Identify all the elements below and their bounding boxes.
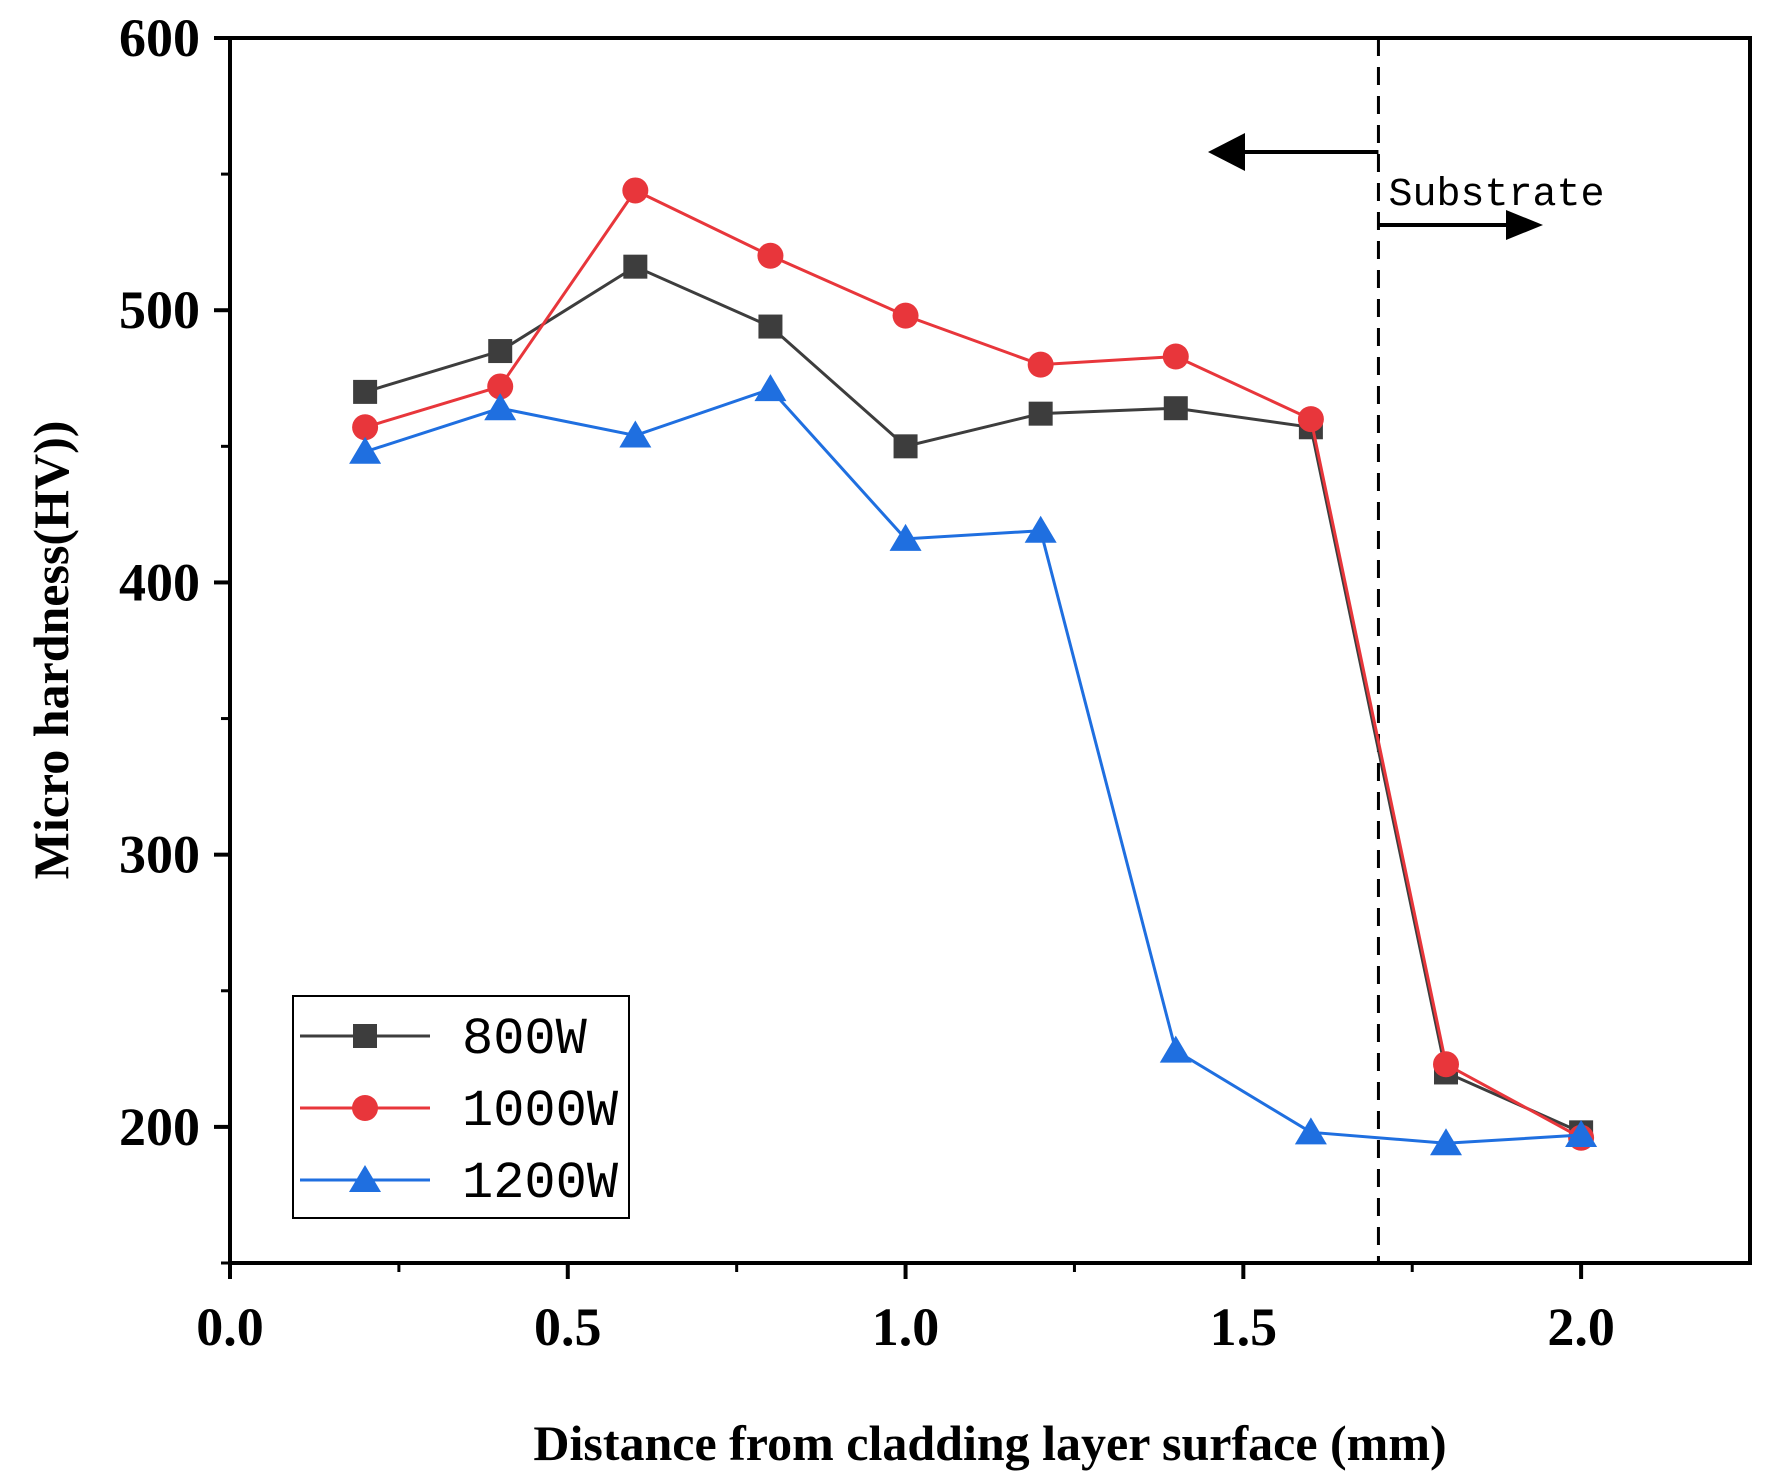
legend-label: 1200W [462,1154,619,1213]
data-point [889,523,922,551]
x-axis-title: Distance from cladding layer surface (mm… [533,1415,1446,1471]
legend-label: 800W [462,1010,588,1069]
data-point [623,254,648,279]
y-axis-title: Micro hardness(HV)) [23,421,79,880]
data-point [353,379,378,404]
legend-marker [352,1095,378,1121]
y-tick-label: 600 [119,8,200,68]
x-tick-label: 0.5 [534,1297,602,1357]
legend: 800W 1000W 1200W [292,995,630,1219]
y-tick-label: 200 [119,1097,200,1157]
data-point [1028,401,1053,426]
data-point [488,339,513,364]
series-line [364,387,1582,1145]
data-point [619,420,652,448]
data-point [1159,1035,1192,1063]
series-line [364,264,1582,1134]
data-point [1294,1117,1327,1145]
y-tick-label: 500 [119,280,200,340]
x-tick-label: 1.5 [1210,1297,1278,1357]
data-point [484,393,517,421]
data-point [892,302,919,329]
right-arrow-head [1506,210,1543,240]
data-point [1565,1120,1598,1148]
y-tick-label: 300 [119,825,200,885]
x-tick-label: 1.0 [872,1297,940,1357]
substrate-boundary: Substrate [1208,38,1604,1263]
data-point [1433,1051,1459,1078]
legend-marker [353,1024,377,1048]
x-tick-label: 0.0 [196,1297,264,1357]
data-point [1163,396,1188,421]
data-point [349,436,382,464]
series-1200W [349,374,1598,1156]
data-point [1297,406,1324,433]
data-point [1024,515,1057,543]
data-point [754,374,787,402]
data-point [757,242,784,269]
data-point [1027,351,1054,378]
legend-label: 1000W [462,1082,619,1141]
data-point [352,414,379,441]
x-axis: 0.0 0.5 1.0 1.5 2.0 [196,1263,1615,1357]
data-point [1162,343,1189,370]
data-point [622,177,649,204]
x-tick-label: 2.0 [1547,1297,1615,1357]
series-line [364,188,1582,1140]
plot-frame [228,36,1752,1265]
left-arrow-head [1208,133,1245,171]
substrate-label: Substrate [1388,173,1604,218]
y-tick-label: 400 [119,552,200,612]
series-layer [349,177,1598,1156]
legend-marker [349,1165,381,1192]
data-point [487,373,514,400]
data-point [758,314,783,339]
data-point [893,434,918,459]
y-axis: 200 300 400 500 600 [119,8,230,1265]
data-point [1430,1128,1462,1156]
